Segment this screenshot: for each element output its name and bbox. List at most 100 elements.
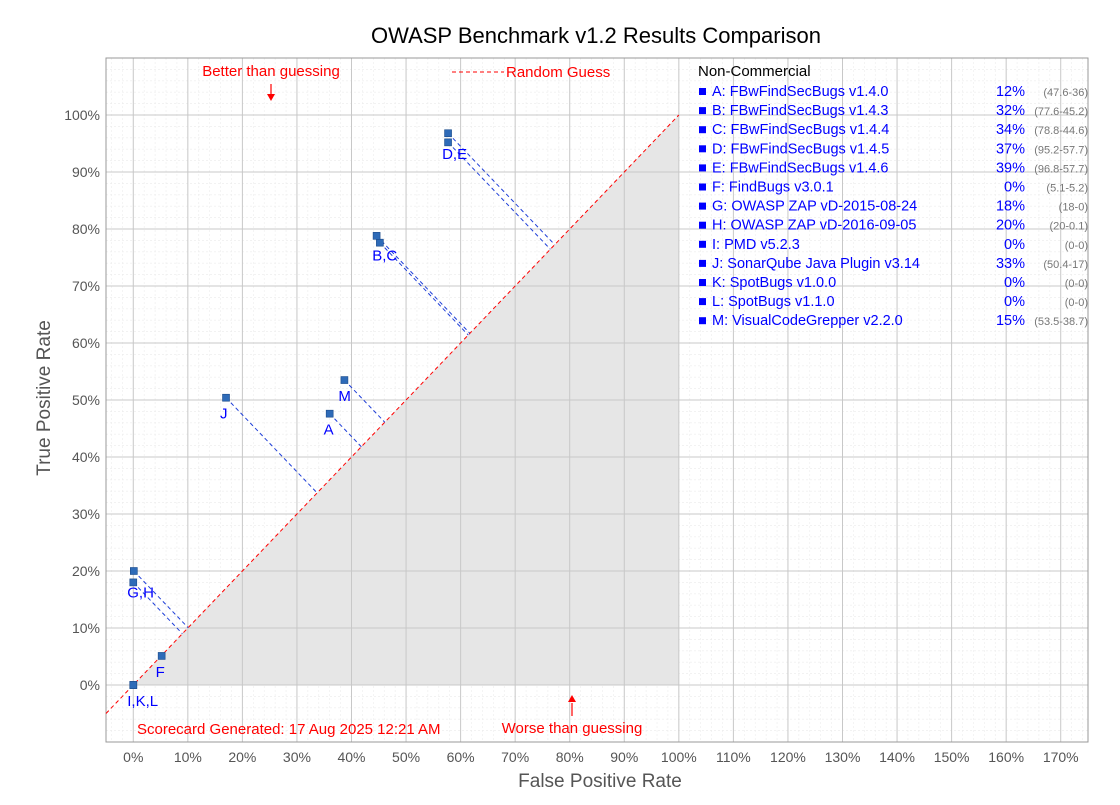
data-point-a	[325, 409, 334, 418]
x-tick-label: 160%	[988, 749, 1024, 765]
y-tick-label: 50%	[72, 392, 100, 408]
legend-tool-name: I: PMD v5.2.3	[712, 237, 800, 253]
down-arrow-icon	[267, 84, 275, 101]
legend-marker	[699, 317, 706, 325]
x-tick-label: 10%	[174, 749, 202, 765]
legend-tool-range: (96.8-57.7)	[1034, 163, 1088, 175]
y-tick-label: 60%	[72, 335, 100, 351]
legend-tool-name: C: FBwFindSecBugs v1.4.4	[712, 122, 889, 138]
legend-tool-score: 0%	[1004, 180, 1025, 196]
better-than-guessing-label: Better than guessing	[202, 63, 340, 80]
x-tick-label: 60%	[447, 749, 475, 765]
legend-tool-name: J: SonarQube Java Plugin v3.14	[712, 256, 920, 272]
legend-entry-a: A: FBwFindSecBugs v1.4.0 12% (47.6-36)	[699, 84, 1088, 100]
legend-tool-range: (53.5-38.7)	[1034, 316, 1088, 328]
x-tick-label: 170%	[1043, 749, 1079, 765]
data-point-j	[222, 393, 230, 402]
legend-marker	[699, 279, 706, 286]
major-grid	[106, 58, 1088, 742]
worse-than-guessing-label: Worse than guessing	[502, 720, 643, 737]
x-tick-label: 120%	[770, 749, 806, 765]
legend-entry-h: H: OWASP ZAP vD-2016-09-05 20% (20-0.1)	[699, 218, 1088, 234]
legend-entry-g: G: OWASP ZAP vD-2015-08-24 18% (18-0)	[699, 199, 1088, 215]
point-label: I,K,L	[127, 693, 158, 710]
point-label: D,E	[442, 146, 467, 163]
chart-title: OWASP Benchmark v1.2 Results Comparison	[371, 23, 821, 48]
x-tick-label: 150%	[934, 749, 970, 765]
legend-tool-name: L: SpotBugs v1.1.0	[712, 294, 835, 310]
data-point-l	[129, 681, 138, 689]
x-tick-label: 130%	[825, 749, 861, 765]
legend-tool-name: E: FBwFindSecBugs v1.4.6	[712, 160, 889, 176]
connector-line-m	[344, 379, 386, 423]
legend-entry-c: C: FBwFindSecBugs v1.4.4 34% (78.8-44.6)	[699, 122, 1088, 138]
point-labels: A B,C D,E F G,H I,K,L J M	[127, 146, 467, 710]
legend-tool-range: (78.8-44.6)	[1034, 125, 1088, 137]
y-tick-label: 70%	[72, 278, 100, 294]
x-tick-label: 90%	[610, 749, 638, 765]
legend-tool-range: (77.6-45.2)	[1034, 106, 1088, 118]
random-guess-legend: Random Guess	[452, 64, 610, 81]
scorecard-generated-label: Scorecard Generated: 17 Aug 2025 12:21 A…	[137, 721, 441, 738]
legend-tool-range: (0-0)	[1065, 278, 1088, 290]
distance-connectors	[132, 132, 556, 635]
legend-marker	[699, 202, 706, 210]
legend-tool-name: D: FBwFindSecBugs v1.4.5	[712, 141, 889, 157]
point-label: F	[156, 664, 165, 681]
legend-marker	[699, 183, 706, 191]
connector-line-g	[132, 582, 183, 635]
legend-tool-name: K: SpotBugs v1.0.0	[712, 275, 836, 291]
connector-line-a	[329, 413, 362, 448]
x-tick-label: 20%	[228, 749, 256, 765]
legend-tool-range: (47.6-36)	[1043, 87, 1088, 99]
y-tick-label: 10%	[72, 620, 100, 636]
y-axis-ticks: 0% 10% 20% 30% 40% 50% 60% 70% 80% 90% 100%	[64, 107, 100, 693]
legend-tool-range: (20-0.1)	[1049, 221, 1088, 233]
plot-border	[105, 57, 1089, 743]
legend-entry-e: E: FBwFindSecBugs v1.4.6 39% (96.8-57.7)	[699, 160, 1088, 176]
legend-tool-name: F: FindBugs v3.0.1	[712, 180, 834, 196]
point-label: A	[324, 422, 334, 439]
y-tick-label: 0%	[80, 677, 100, 693]
legend-tool-score: 33%	[996, 256, 1025, 272]
x-tick-label: 0%	[123, 749, 143, 765]
point-label: J	[220, 406, 228, 423]
connector-line-b	[379, 242, 469, 336]
legend-tool-score: 12%	[996, 84, 1025, 100]
x-tick-label: 140%	[879, 749, 915, 765]
legend-tool-score: 0%	[1004, 237, 1025, 253]
legend-marker	[699, 298, 706, 306]
x-tick-label: 110%	[716, 749, 751, 765]
legend-tool-score: 15%	[996, 313, 1025, 329]
data-point-m	[340, 376, 349, 384]
legend-tool-range: (95.2-57.7)	[1034, 144, 1088, 156]
x-axis-label: False Positive Rate	[518, 771, 682, 792]
legend-tool-score: 20%	[996, 218, 1025, 234]
x-tick-label: 30%	[283, 749, 311, 765]
x-axis-ticks: 0% 10% 20% 30% 40% 50% 60% 70% 80% 90% 100% 110% 120…	[123, 749, 1078, 765]
random-guess-line	[105, 114, 680, 714]
y-axis-label: True Positive Rate	[34, 320, 55, 476]
legend-tool-range: (50.4-17)	[1043, 259, 1088, 271]
legend-tool-score: 0%	[1004, 294, 1025, 310]
data-point-h	[130, 567, 138, 575]
legend-tool-score: 0%	[1004, 275, 1025, 291]
point-label: G,H	[127, 585, 154, 602]
legend-entry-b: B: FBwFindSecBugs v1.4.3 32% (77.6-45.2)	[699, 103, 1088, 119]
legend-marker	[699, 164, 706, 172]
up-arrow-icon	[568, 695, 576, 716]
legend-marker	[699, 88, 706, 95]
y-tick-label: 100%	[64, 107, 100, 123]
x-tick-label: 70%	[501, 749, 529, 765]
x-tick-label: 40%	[337, 749, 365, 765]
connector-line-h	[133, 570, 189, 629]
data-point-c	[372, 232, 381, 240]
legend-tool-range: (0-0)	[1065, 297, 1088, 309]
x-tick-label: 50%	[392, 749, 420, 765]
legend-tool-score: 39%	[996, 160, 1025, 176]
legend-tool-range: (0-0)	[1065, 240, 1088, 252]
connector-line-d	[447, 142, 551, 250]
legend-marker	[699, 221, 706, 229]
connector-line-e	[447, 132, 556, 246]
